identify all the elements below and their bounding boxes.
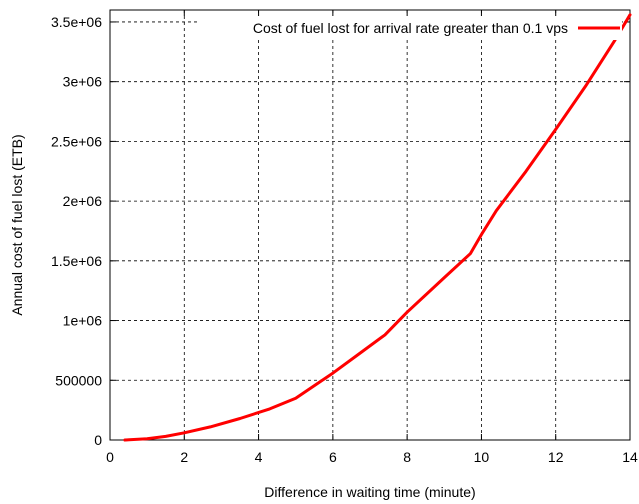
y-tick-label: 1e+06 [63,313,103,329]
y-tick-label: 500000 [55,372,102,388]
y-tick-label: 0 [94,432,102,448]
x-tick-label: 10 [474,449,490,465]
x-tick-label: 12 [548,449,564,465]
y-tick-label: 3e+06 [63,74,103,90]
legend-label: Cost of fuel lost for arrival rate great… [253,20,568,36]
grid [110,10,630,440]
y-tick-label: 3.5e+06 [51,14,102,30]
series-line [123,13,632,442]
legend-background [200,16,622,40]
ticks [109,10,631,441]
tick-labels: 0 2 4 6 8 10 12 14 0 500000 1e+06 1.5e+06 2e+06 2.5e+… [51,14,638,465]
legend: Cost of fuel lost for arrival rate great… [200,16,622,40]
y-axis-title: Annual cost of fuel lost (ETB) [9,134,25,315]
x-tick-label: 0 [106,449,114,465]
y-tick-label: 1.5e+06 [51,253,102,269]
x-axis-title: Difference in waiting time (minute) [264,484,475,500]
x-tick-label: 8 [403,449,411,465]
y-tick-label: 2.5e+06 [51,133,102,149]
x-tick-label: 4 [255,449,263,465]
x-tick-label: 14 [622,449,638,465]
y-tick-label: 2e+06 [63,193,103,209]
x-tick-label: 2 [180,449,188,465]
x-tick-label: 6 [329,449,337,465]
series [123,13,632,442]
plot-frame [109,9,631,441]
